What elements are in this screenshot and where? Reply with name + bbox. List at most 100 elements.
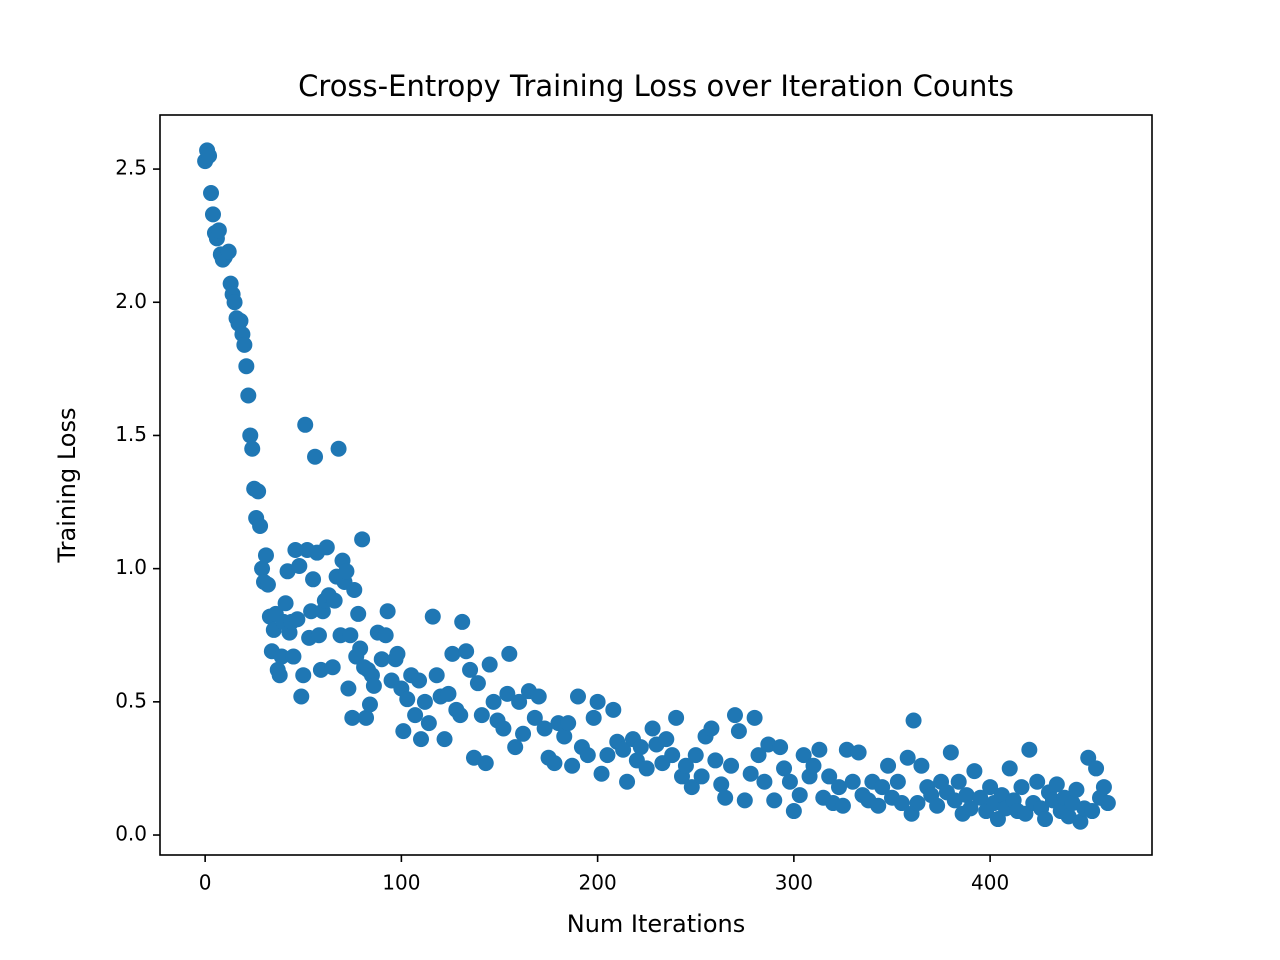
point [772, 739, 789, 756]
point [236, 336, 253, 353]
point [1001, 760, 1018, 777]
point [204, 206, 221, 223]
point [1068, 781, 1085, 798]
point [271, 667, 288, 684]
point [324, 659, 341, 676]
point [252, 518, 269, 535]
point [821, 768, 838, 785]
point [318, 539, 335, 556]
point [295, 667, 312, 684]
point [579, 747, 596, 764]
point [834, 797, 851, 814]
point [444, 645, 461, 662]
point [683, 779, 700, 796]
point [291, 557, 308, 574]
point [1048, 776, 1065, 793]
point [452, 707, 469, 724]
point [240, 387, 257, 404]
point [1099, 795, 1116, 812]
point [605, 701, 622, 718]
point [330, 440, 347, 457]
point [515, 725, 532, 742]
point [589, 693, 606, 710]
point [687, 747, 704, 764]
point [593, 765, 610, 782]
point [254, 560, 271, 577]
point [481, 656, 498, 673]
point [913, 757, 930, 774]
y-tick-label: 0.0 [115, 822, 147, 846]
x-tick-label: 0 [199, 871, 212, 895]
point [658, 731, 675, 748]
y-tick-label: 1.5 [115, 422, 147, 446]
point [693, 768, 710, 785]
x-axis-label: Num Iterations [567, 910, 745, 938]
point [526, 709, 543, 726]
point [379, 603, 396, 620]
point [242, 427, 259, 444]
point [424, 608, 441, 625]
point [285, 648, 302, 665]
point [310, 627, 327, 644]
point [1072, 813, 1089, 830]
point [458, 643, 475, 660]
point [307, 448, 324, 465]
point [619, 773, 636, 790]
point [850, 744, 867, 761]
point [511, 693, 528, 710]
point [795, 747, 812, 764]
point [966, 763, 983, 780]
point [1088, 760, 1105, 777]
point [599, 747, 616, 764]
point [942, 744, 959, 761]
point [726, 707, 743, 724]
point [889, 773, 906, 790]
x-tick-label: 400 [971, 871, 1009, 895]
y-tick-label: 0.5 [115, 688, 147, 712]
point [413, 731, 430, 748]
point [389, 645, 406, 662]
point [874, 779, 891, 796]
x-tick-label: 100 [382, 871, 420, 895]
point [677, 757, 694, 774]
point [273, 648, 290, 665]
point [1095, 779, 1112, 796]
point [950, 773, 967, 790]
x-tick-label: 200 [579, 871, 617, 895]
point [485, 693, 502, 710]
point [742, 765, 759, 782]
point [585, 709, 602, 726]
point [972, 789, 989, 806]
point [811, 741, 828, 758]
point [436, 731, 453, 748]
point [1037, 811, 1054, 828]
point [791, 787, 808, 804]
point [477, 755, 494, 772]
point [244, 440, 261, 457]
point [238, 358, 255, 375]
point [723, 757, 740, 774]
point [226, 294, 243, 311]
point [870, 797, 887, 814]
y-tick-label: 2.0 [115, 289, 147, 313]
point [899, 749, 916, 766]
point [1021, 741, 1038, 758]
point [220, 243, 237, 260]
point [844, 773, 861, 790]
point [352, 640, 369, 657]
point [499, 685, 516, 702]
point [1013, 779, 1030, 796]
point [929, 797, 946, 814]
x-tick-label: 300 [775, 871, 813, 895]
point [277, 595, 294, 612]
point [1029, 773, 1046, 790]
point [259, 576, 276, 593]
point [703, 720, 720, 737]
point [377, 627, 394, 644]
point [305, 571, 322, 588]
point [501, 645, 518, 662]
point [880, 757, 897, 774]
y-tick-label: 1.0 [115, 555, 147, 579]
point [556, 728, 573, 745]
